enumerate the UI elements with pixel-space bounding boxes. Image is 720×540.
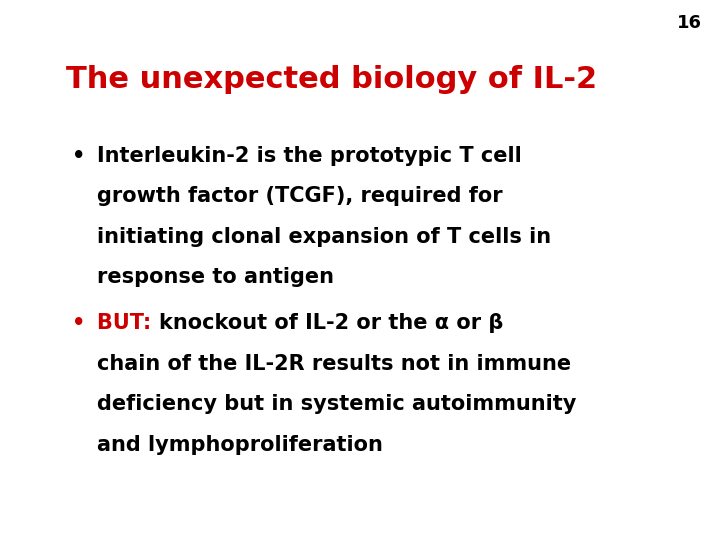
Text: chain of the IL-2R results not in immune: chain of the IL-2R results not in immune bbox=[97, 354, 572, 374]
Text: response to antigen: response to antigen bbox=[97, 267, 334, 287]
Text: •: • bbox=[72, 313, 86, 333]
Text: Interleukin-2 is the prototypic T cell: Interleukin-2 is the prototypic T cell bbox=[97, 146, 522, 166]
Text: and lymphoproliferation: and lymphoproliferation bbox=[97, 435, 383, 455]
Text: 16: 16 bbox=[677, 14, 702, 31]
Text: deficiency but in systemic autoimmunity: deficiency but in systemic autoimmunity bbox=[97, 394, 577, 414]
Text: BUT:: BUT: bbox=[97, 313, 158, 333]
Text: •: • bbox=[72, 146, 86, 166]
Text: The unexpected biology of IL-2: The unexpected biology of IL-2 bbox=[66, 65, 597, 94]
Text: growth factor (TCGF), required for: growth factor (TCGF), required for bbox=[97, 186, 503, 206]
Text: initiating clonal expansion of T cells in: initiating clonal expansion of T cells i… bbox=[97, 227, 552, 247]
Text: knockout of IL-2 or the α or β: knockout of IL-2 or the α or β bbox=[158, 313, 503, 333]
